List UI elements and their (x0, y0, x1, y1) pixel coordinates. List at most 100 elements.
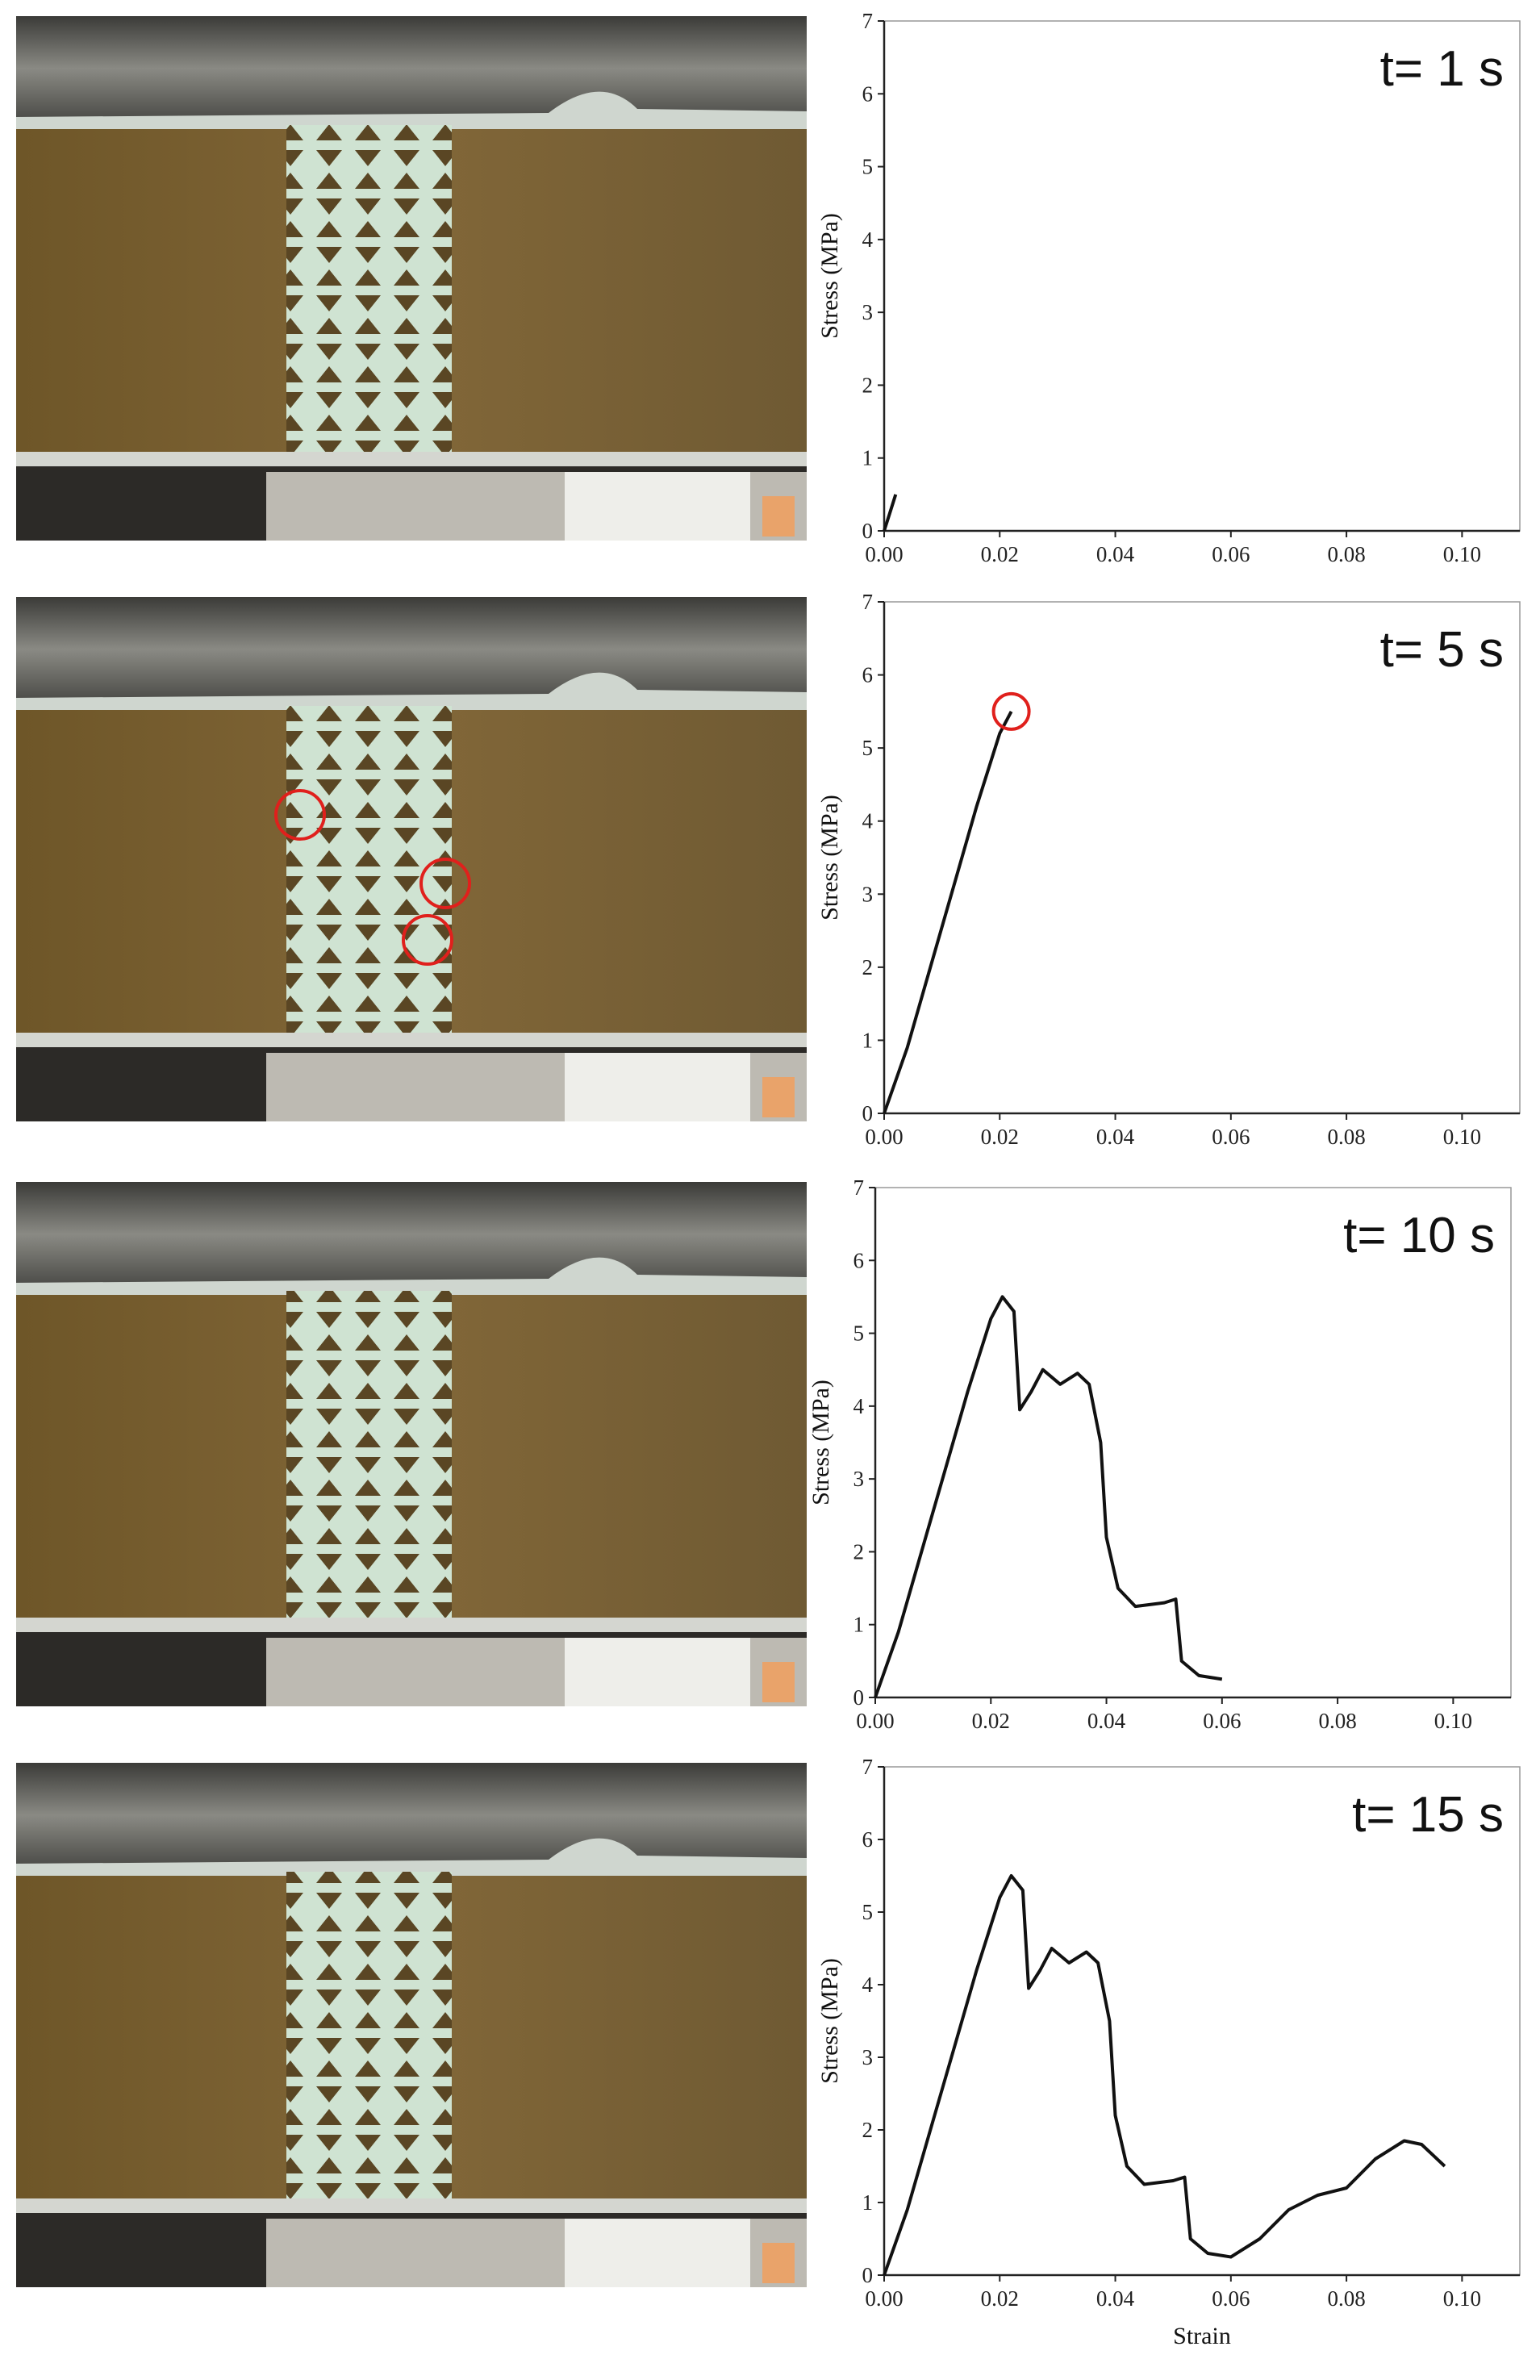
photo-lower-edge (16, 2198, 807, 2213)
plot-frame (883, 20, 1521, 532)
y-tick-label: 0 (862, 519, 874, 543)
x-tick-label: 0.10 (1443, 1125, 1481, 1149)
photo-lower-edge (16, 452, 807, 466)
photo-base-white (565, 1053, 750, 1121)
x-tick-label: 0.00 (856, 1709, 894, 1733)
x-tick-label: 0.02 (981, 542, 1019, 566)
x-tick-label: 0.06 (1203, 1709, 1241, 1733)
chart: 0 1 2 3 4 5 6 7 0.00 0.02 0.04 0.06 0.08 0.10 Stress (… (816, 1755, 1521, 2349)
x-tick-label: 0.08 (1327, 1125, 1365, 1149)
y-tick-label: 4 (862, 809, 874, 833)
y-tick-label: 0 (862, 1101, 874, 1125)
y-tick-label: 7 (862, 1755, 874, 1779)
x-tick-label: 0.06 (1212, 2286, 1250, 2311)
y-tick-label: 4 (862, 1973, 874, 1997)
y-tick-label: 2 (853, 1539, 865, 1564)
y-tick-label: 7 (862, 9, 874, 33)
photo-steel (16, 1763, 807, 1868)
x-tick-label: 0.10 (1443, 2286, 1481, 2311)
photo-base-white (565, 2219, 750, 2287)
x-tick-label: 0.02 (972, 1709, 1010, 1733)
photo-base-white (565, 472, 750, 541)
y-tick-label: 4 (853, 1394, 865, 1418)
charts: 0 1 2 3 4 5 6 7 0.00 0.02 0.04 0.06 0.08 0.10 Stress (… (808, 9, 1521, 2349)
plot-frame (874, 1187, 1512, 1698)
x-axis-label: Strain (1173, 2323, 1231, 2349)
y-axis-label: Stress (MPa) (816, 795, 843, 921)
y-tick-label: 3 (862, 2045, 874, 2069)
x-tick-label: 0.10 (1443, 542, 1481, 566)
photo-lattice (286, 1291, 452, 1622)
chart: 0 1 2 3 4 5 6 7 0.00 0.02 0.04 0.06 0.08 0.10 Stress (… (816, 9, 1521, 566)
y-tick-label: 1 (862, 446, 874, 470)
photo-base-orange (762, 1662, 795, 1702)
y-axis-label: Stress (MPa) (816, 213, 843, 339)
photo-base-white (565, 1638, 750, 1706)
photo-plate-edge (16, 91, 807, 129)
y-tick-label: 5 (862, 736, 874, 760)
highlight-circle (274, 789, 326, 841)
photo (16, 16, 807, 541)
plot-frame (883, 601, 1521, 1114)
y-tick-label: 0 (862, 2263, 874, 2287)
photo-steel (16, 16, 807, 121)
annotation: t= 5 s (1380, 622, 1504, 678)
annotation: t= 1 s (1380, 41, 1504, 97)
x-tick-label: 0.02 (981, 1125, 1019, 1149)
x-tick-label: 0.04 (1096, 1125, 1135, 1149)
y-tick-label: 5 (862, 155, 874, 179)
data-line (883, 710, 1013, 1114)
x-tick-label: 0.08 (1318, 1709, 1356, 1733)
x-tick-label: 0.02 (981, 2286, 1019, 2311)
y-tick-label: 0 (853, 1685, 865, 1710)
chart: 0 1 2 3 4 5 6 7 0.00 0.02 0.04 0.06 0.08 0.10 Stress (… (808, 1175, 1512, 1733)
y-tick-label: 7 (862, 590, 874, 614)
photo-lower-edge (16, 1033, 807, 1047)
photo-lower-edge (16, 1618, 807, 1632)
photo (16, 1182, 807, 1706)
annotation: t= 15 s (1352, 1787, 1504, 1843)
photo (16, 1763, 807, 2287)
x-tick-label: 0.08 (1327, 2286, 1365, 2311)
y-tick-label: 7 (853, 1175, 865, 1200)
photo-plate-edge (16, 1838, 807, 1876)
data-line (874, 1295, 1223, 1698)
x-tick-label: 0.00 (865, 542, 903, 566)
x-tick-label: 0.10 (1434, 1709, 1472, 1733)
x-tick-label: 0.08 (1327, 542, 1365, 566)
y-tick-label: 5 (853, 1322, 865, 1346)
y-tick-label: 3 (862, 300, 874, 324)
photo-plate-edge (16, 1257, 807, 1295)
photo-lattice (286, 1872, 452, 2203)
data-line (883, 494, 898, 532)
photo (16, 597, 807, 1121)
x-tick-label: 0.04 (1087, 1709, 1126, 1733)
x-tick-label: 0.06 (1212, 1125, 1250, 1149)
y-tick-label: 1 (853, 1613, 865, 1637)
photo-base-orange (762, 496, 795, 537)
y-tick-label: 6 (853, 1248, 865, 1272)
y-tick-label: 2 (862, 955, 874, 979)
annotation: t= 10 s (1343, 1208, 1495, 1263)
y-tick-label: 5 (862, 1900, 874, 1924)
photo-lattice (286, 125, 452, 456)
data-line (883, 1874, 1446, 2276)
x-tick-label: 0.00 (865, 2286, 903, 2311)
x-tick-label: 0.06 (1212, 542, 1250, 566)
photo-steel (16, 597, 807, 702)
photo-base-orange (762, 2243, 795, 2283)
x-tick-label: 0.04 (1096, 542, 1135, 566)
y-tick-label: 2 (862, 2118, 874, 2142)
y-tick-label: 2 (862, 373, 874, 397)
y-tick-label: 1 (862, 2190, 874, 2215)
chart: 0 1 2 3 4 5 6 7 0.00 0.02 0.04 0.06 0.08 0.10 Stress (… (816, 590, 1521, 1149)
y-tick-label: 3 (862, 882, 874, 906)
plot-frame (883, 1766, 1521, 2276)
photo-steel (16, 1182, 807, 1287)
y-tick-label: 6 (862, 663, 874, 687)
y-tick-label: 1 (862, 1028, 874, 1052)
photo-base-orange (762, 1077, 795, 1117)
y-tick-label: 6 (862, 81, 874, 106)
y-tick-label: 6 (862, 1827, 874, 1852)
